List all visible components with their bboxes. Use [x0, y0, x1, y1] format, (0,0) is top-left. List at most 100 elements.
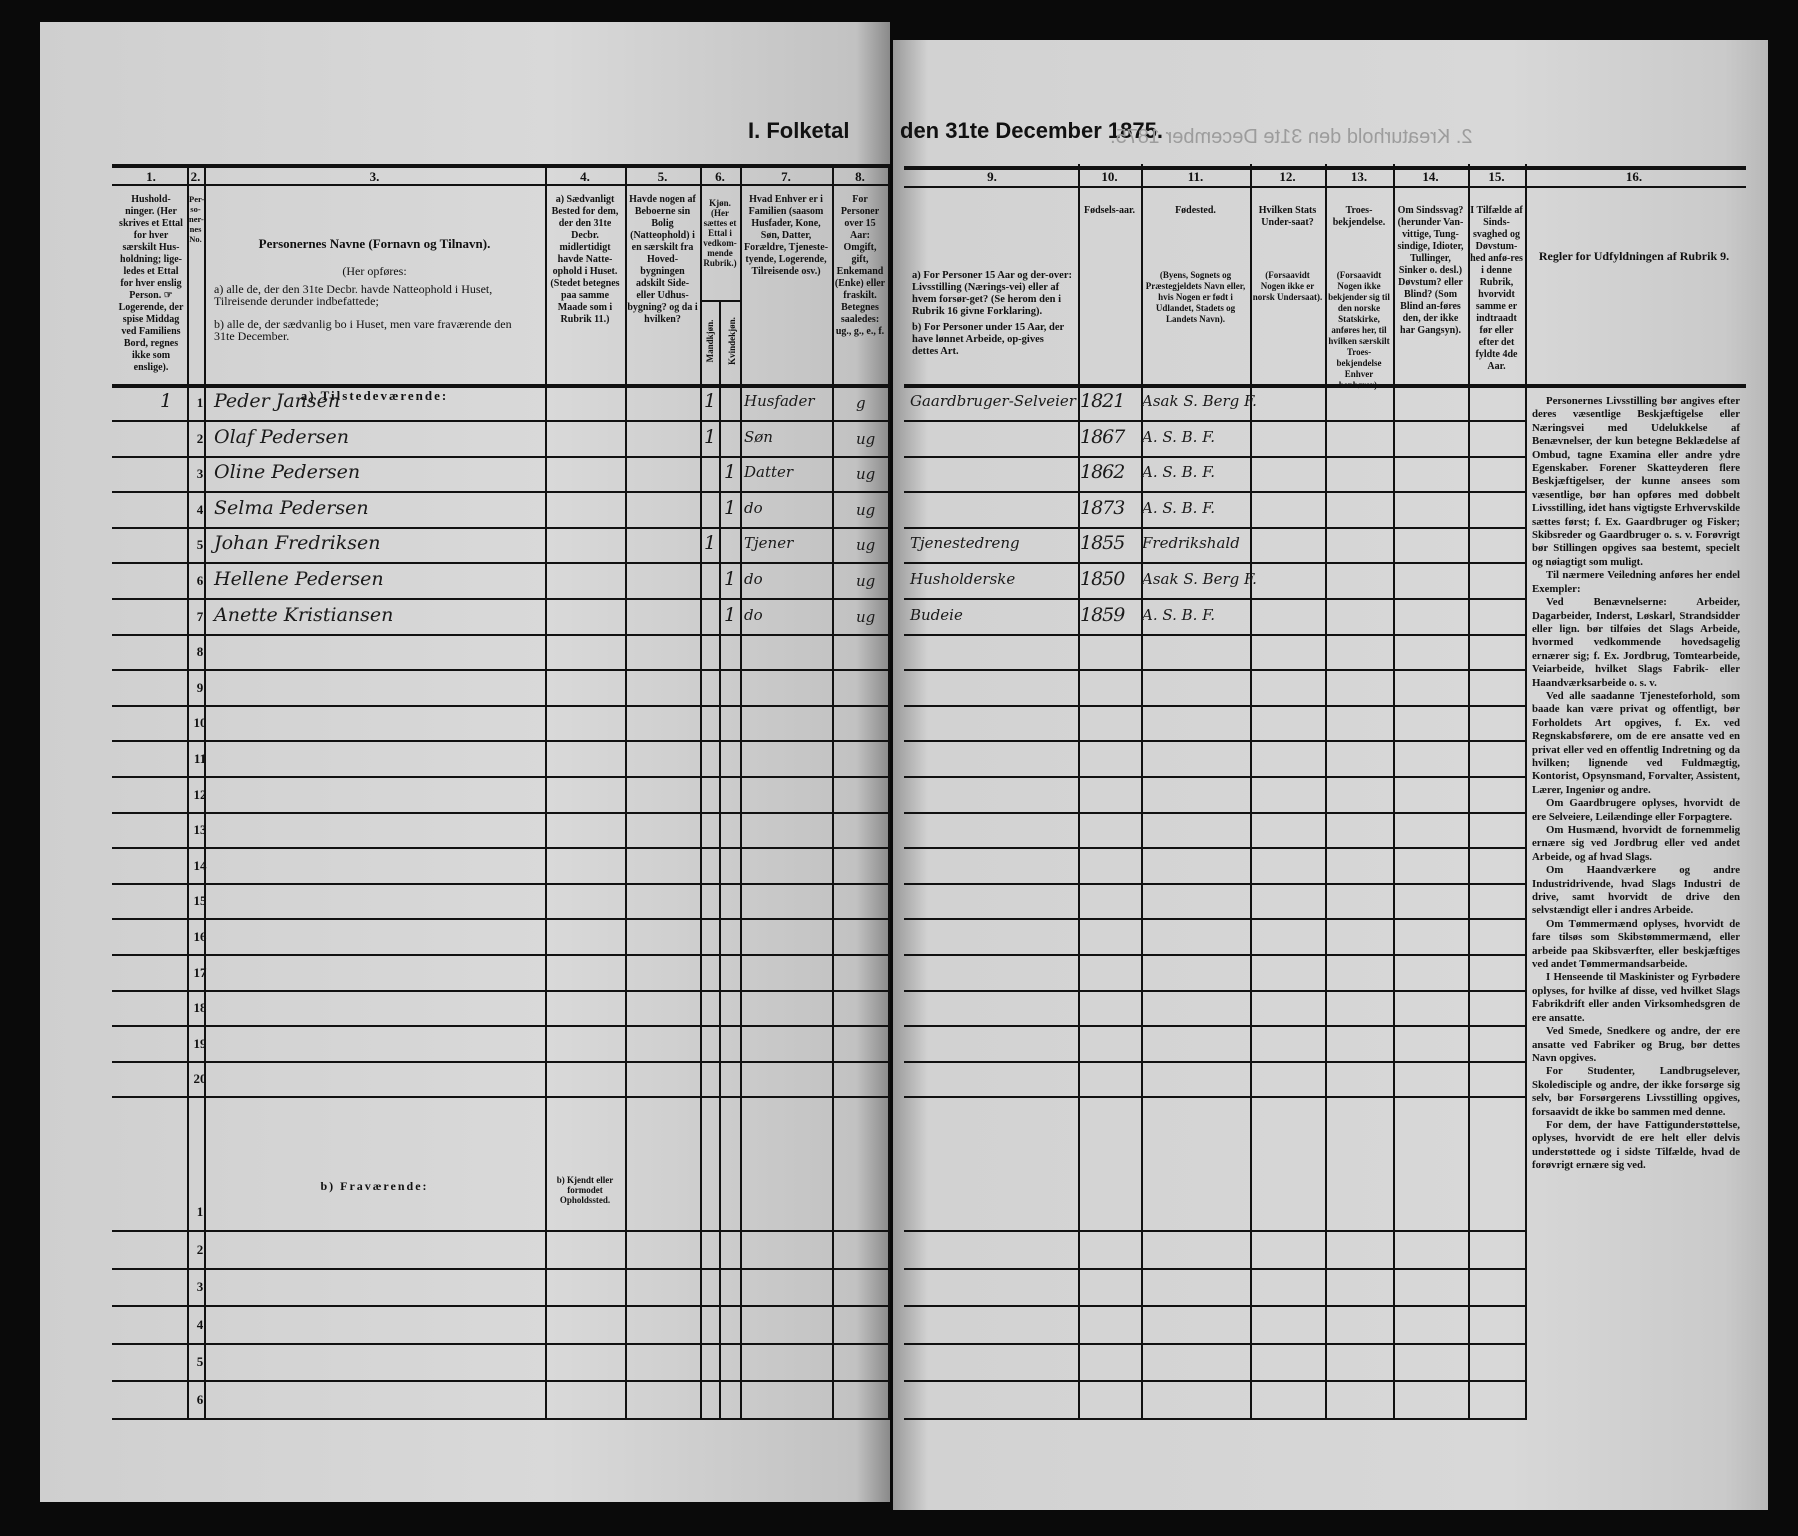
column-number: 6. [715, 169, 725, 184]
column-number: 16. [1625, 169, 1643, 184]
mirror-text: 2. Kreaturhold den 31te December 1875. [1110, 126, 1473, 148]
row-number: 2 [196, 1241, 204, 1257]
column-divider [1393, 164, 1395, 1420]
section-present: a) Tilstedeværende: [300, 388, 449, 403]
row-rule [904, 954, 1525, 956]
row-number: 7 [196, 608, 204, 624]
row-rule [112, 847, 890, 850]
person-name: Selma Pedersen [214, 496, 369, 519]
column-number: 13. [1350, 169, 1368, 184]
row-number: 6 [196, 573, 204, 588]
column-subheader: (Her opføres: [342, 264, 407, 278]
rules-paragraph: Om Gaardbrugere oplyses, hvorvidt de ere… [1532, 797, 1740, 823]
family-role: Husfader [744, 392, 815, 410]
person-name: Johan Fredriksen [214, 532, 381, 555]
row-rule [112, 455, 890, 458]
column-number: 1. [146, 169, 156, 184]
birthplace: A. S. B. F. [1142, 605, 1216, 624]
column-number: 8. [855, 169, 865, 184]
column-subheader: b) For Personer under 15 Aar, der have l… [912, 322, 1064, 357]
sex-male-mark: 1 [704, 532, 717, 555]
column-header: Hvad Enhver er i Familien (saasom Husfad… [743, 194, 829, 277]
row-rule [112, 1305, 890, 1308]
sex-male-mark: 1 [704, 390, 717, 412]
row-rule [112, 704, 890, 707]
column-subheader: (Forsaavidt Nogen ikke bekjender sig til… [1328, 270, 1390, 390]
column-number: 5. [657, 169, 668, 184]
sex-female-mark: 1 [724, 603, 737, 626]
row-rule [904, 1305, 1525, 1308]
column-subheader: (Byens, Sognets og Præstegjeldets Navn e… [1145, 270, 1246, 324]
page-title-left: I. Folketal [748, 118, 850, 143]
column-subheader: a) alle de, der den 31te Decbr. havde Na… [214, 282, 493, 308]
column-subheader: b) alle de, der sædvanlig bo i Huset, me… [214, 317, 512, 343]
left-page [40, 22, 890, 1502]
column-header: Regler for Udfyldningen af Rubrik 9. [1538, 249, 1730, 263]
occupation: Tjenestedreng [910, 534, 1020, 553]
row-rule [112, 1060, 890, 1063]
row-rule [112, 633, 890, 636]
column-header: I Tilfælde af Sinds-svaghed og Døvstum-h… [1470, 205, 1523, 372]
column-number: 15. [1488, 169, 1505, 184]
civil-status: ug [856, 536, 876, 555]
column-number: 9. [987, 169, 997, 184]
column-divider [832, 164, 834, 1420]
row-number: 6 [196, 1392, 204, 1407]
civil-status: ug [856, 465, 876, 484]
column-number: 3. [369, 169, 380, 184]
row-rule [904, 1230, 1525, 1232]
rubric-9-rules: Personernes Livsstilling bør angives eft… [1532, 395, 1740, 1173]
sex-female-mark: 1 [724, 568, 737, 590]
row-rule [112, 1096, 890, 1099]
row-rule [112, 811, 890, 814]
row-number: 13 [193, 822, 207, 838]
rules-paragraph: Personernes Livsstilling bør angives eft… [1532, 395, 1740, 568]
birthplace: Asak S. Berg F. [1142, 392, 1257, 410]
birthplace: Fredrikshald [1142, 534, 1240, 553]
column-subheader: (Forsaavidt Nogen ikke er norsk Undersaa… [1252, 270, 1323, 302]
row-number: 5 [196, 1354, 204, 1370]
family-role: do [744, 498, 763, 517]
row-number: 16 [193, 929, 207, 944]
section-absent: b) Fraværende: [320, 1179, 429, 1193]
rules-paragraph: Om Haandværkere og andre Industridrivend… [1532, 864, 1740, 917]
row-rule [112, 740, 890, 743]
household-mark: 1 [160, 390, 173, 412]
row-rule [904, 882, 1525, 885]
column-divider [204, 164, 206, 1420]
column-divider [719, 300, 721, 1420]
column-number: 12. [1279, 169, 1296, 184]
column-divider [888, 164, 890, 1420]
column-subheader: Kvindekjøn. [727, 317, 737, 365]
row-number: 2 [196, 430, 204, 446]
row-rule [112, 1230, 890, 1232]
column-header: Fødsels-aar. [1083, 205, 1136, 216]
header-rule [700, 300, 740, 302]
row-rule [904, 1025, 1525, 1028]
row-rule [904, 989, 1525, 992]
row-rule [904, 811, 1525, 814]
row-rule [904, 1060, 1525, 1063]
row-rule [112, 882, 890, 885]
row-rule [112, 598, 890, 600]
row-number: 15 [193, 893, 207, 909]
row-rule [904, 918, 1525, 921]
row-number: 20 [193, 1071, 207, 1087]
column-number-rule [112, 184, 890, 186]
birth-year: 1821 [1080, 390, 1125, 412]
birthplace: A. S. B. F. [1142, 498, 1216, 517]
row-number: 17 [193, 964, 207, 980]
row-number: 14 [193, 857, 207, 873]
column-header: Fødested. [1175, 205, 1216, 216]
page-title-right: den 31te December 1875. [900, 118, 1163, 143]
civil-status: ug [856, 572, 876, 590]
column-divider [1325, 164, 1327, 1420]
rules-paragraph: For dem, der have Fattigunderstøttelse, … [1532, 1118, 1740, 1172]
rules-paragraph: Ved alle saadanne Tjenesteforhold, som b… [1532, 689, 1740, 796]
row-number: 18 [193, 1000, 207, 1016]
column-divider [1078, 164, 1080, 1420]
column-number: 2. [190, 169, 201, 184]
person-name: Hellene Pedersen [214, 568, 384, 590]
row-rule [112, 491, 890, 494]
column-number: 11. [1187, 169, 1204, 184]
